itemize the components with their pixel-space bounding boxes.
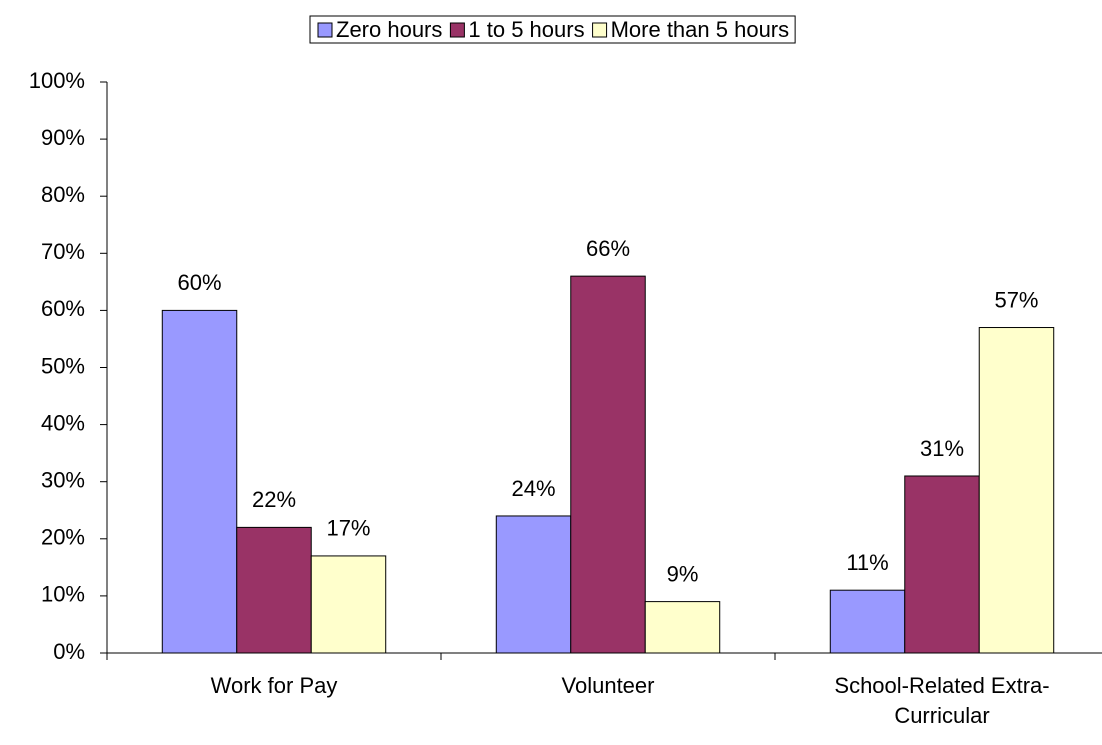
- x-tick-label: Work for Pay: [210, 673, 338, 698]
- data-label: 60%: [177, 270, 221, 295]
- data-label: 31%: [920, 436, 964, 461]
- bar: [570, 275, 646, 654]
- bar: [829, 589, 906, 654]
- y-tick-label: 70%: [41, 239, 85, 264]
- data-label: 57%: [994, 287, 1038, 312]
- y-tick-label: 50%: [41, 353, 85, 378]
- legend-box: [309, 15, 796, 44]
- bar: [904, 475, 980, 654]
- y-tick-label: 90%: [41, 125, 85, 150]
- legend-label: 1 to 5 hours: [468, 17, 584, 42]
- legend-swatch: [449, 22, 465, 38]
- bar: [495, 515, 572, 654]
- y-tick-label: 0%: [53, 639, 85, 664]
- bar: [978, 327, 1055, 654]
- data-label: 9%: [667, 561, 699, 586]
- y-tick-label: 40%: [41, 410, 85, 435]
- y-tick-label: 20%: [41, 525, 85, 550]
- legend-swatch: [592, 22, 608, 38]
- legend-swatch: [317, 22, 333, 38]
- legend-label: More than 5 hours: [611, 17, 790, 42]
- bar: [644, 601, 721, 654]
- y-tick-label: 10%: [41, 582, 85, 607]
- y-tick-label: 60%: [41, 296, 85, 321]
- data-label: 24%: [511, 476, 555, 501]
- bar: [236, 526, 312, 654]
- x-tick-label: School-Related Extra-Curricular: [834, 673, 1050, 728]
- data-label: 11%: [846, 550, 888, 575]
- y-tick-label: 30%: [41, 468, 85, 493]
- data-label: 22%: [252, 487, 296, 512]
- legend-label: Zero hours: [336, 17, 442, 42]
- data-label: 17%: [326, 516, 370, 541]
- data-label: 66%: [586, 236, 630, 261]
- y-tick-label: 100%: [29, 68, 85, 93]
- y-tick-label: 80%: [41, 182, 85, 207]
- bar: [310, 555, 387, 654]
- x-tick-label: Volunteer: [561, 673, 655, 698]
- bar: [161, 309, 238, 654]
